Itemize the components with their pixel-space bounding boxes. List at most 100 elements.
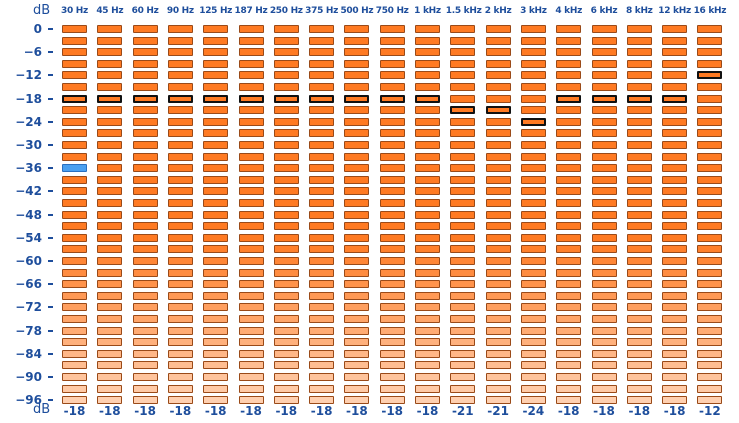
level-segment [97, 48, 123, 57]
level-segment [273, 373, 299, 381]
level-segment [132, 245, 158, 254]
level-segment [203, 141, 229, 149]
band-frequency-label: 125 Hz [199, 6, 233, 16]
level-segment [62, 349, 87, 358]
level-segment [309, 396, 335, 405]
level-segment [450, 245, 476, 254]
level-segment [379, 152, 405, 161]
level-segment [485, 117, 511, 126]
level-segment [556, 291, 582, 300]
level-segment [662, 36, 688, 45]
level-segment [697, 349, 723, 358]
level-segment [97, 187, 123, 196]
level-segment [415, 303, 440, 312]
level-segment [626, 129, 652, 138]
band-value-readout: -18 [134, 404, 156, 418]
level-segment [238, 326, 264, 335]
level-segment [556, 326, 582, 335]
level-segment [697, 36, 723, 45]
level-segment [556, 83, 582, 91]
level-segment [132, 233, 158, 242]
level-segment [626, 268, 652, 277]
band-value-readout: -18 [204, 404, 227, 418]
level-segment [556, 361, 582, 370]
level-segment [309, 175, 335, 184]
level-segment [697, 199, 723, 207]
level-segment [273, 59, 299, 68]
level-segment [626, 48, 652, 57]
level-segment [379, 83, 405, 91]
peak-hold-segment [591, 94, 617, 103]
level-segment [485, 233, 511, 242]
level-segment [415, 349, 440, 358]
level-segment [97, 303, 123, 312]
level-segment [62, 303, 87, 312]
level-segment [273, 25, 299, 33]
band-value-readout: -12 [699, 404, 721, 418]
level-segment [203, 25, 229, 33]
band-value-readout: -18 [240, 404, 262, 418]
level-segment [556, 384, 582, 393]
level-segment [662, 59, 688, 68]
db-tick-label: −18 [15, 91, 42, 106]
level-segment [520, 338, 546, 347]
level-segment [450, 326, 476, 335]
band-frequency-label: 375 Hz [305, 6, 339, 16]
level-segment [591, 245, 617, 254]
level-segment [167, 338, 193, 347]
level-segment [662, 25, 688, 33]
level-segment [450, 268, 476, 277]
level-segment [556, 245, 582, 254]
level-segment [203, 373, 229, 381]
band-frequency-label: 16 kHz [693, 6, 727, 16]
level-segment [626, 25, 652, 33]
band-frequency-label: 500 Hz [340, 6, 374, 16]
db-tick-label: −66 [15, 277, 42, 292]
level-segment [697, 164, 723, 173]
level-segment [132, 315, 158, 323]
level-segment [309, 199, 335, 207]
level-segment [344, 48, 370, 57]
level-segment [167, 384, 193, 393]
level-segment [379, 384, 405, 393]
peak-hold-segment [626, 94, 652, 103]
level-segment [309, 291, 335, 300]
level-segment [591, 384, 617, 393]
band-value-readout: -18 [416, 404, 439, 418]
level-segment [379, 326, 405, 335]
level-segment [697, 48, 723, 57]
band-value-readout: -18 [63, 404, 86, 418]
level-segment [167, 175, 193, 184]
axis-unit-top: dB [33, 3, 51, 18]
band-frequency-label: 2 kHz [484, 6, 512, 16]
db-tick-mark [48, 283, 53, 286]
level-segment [97, 373, 123, 381]
level-segment [450, 94, 476, 103]
level-segment [97, 233, 123, 242]
level-segment [662, 361, 688, 370]
level-segment [167, 106, 193, 115]
level-segment [591, 326, 617, 335]
level-segment [273, 233, 299, 242]
level-segment [203, 291, 229, 300]
level-segment [415, 222, 440, 231]
level-segment [344, 349, 370, 358]
level-segment [626, 83, 652, 91]
level-segment [556, 210, 582, 219]
level-segment [662, 303, 688, 312]
level-segment [167, 326, 193, 335]
level-segment [520, 59, 546, 68]
level-segment [415, 36, 440, 45]
level-segment [591, 349, 617, 358]
level-segment [97, 152, 123, 161]
level-segment [309, 280, 335, 289]
band-frequency-label: 45 Hz [96, 6, 124, 16]
level-segment [62, 71, 87, 80]
level-segment [450, 396, 476, 405]
level-segment [379, 141, 405, 149]
level-segment [203, 106, 229, 115]
level-segment [556, 280, 582, 289]
level-segment [309, 245, 335, 254]
level-segment [485, 326, 511, 335]
level-segment [415, 384, 440, 393]
